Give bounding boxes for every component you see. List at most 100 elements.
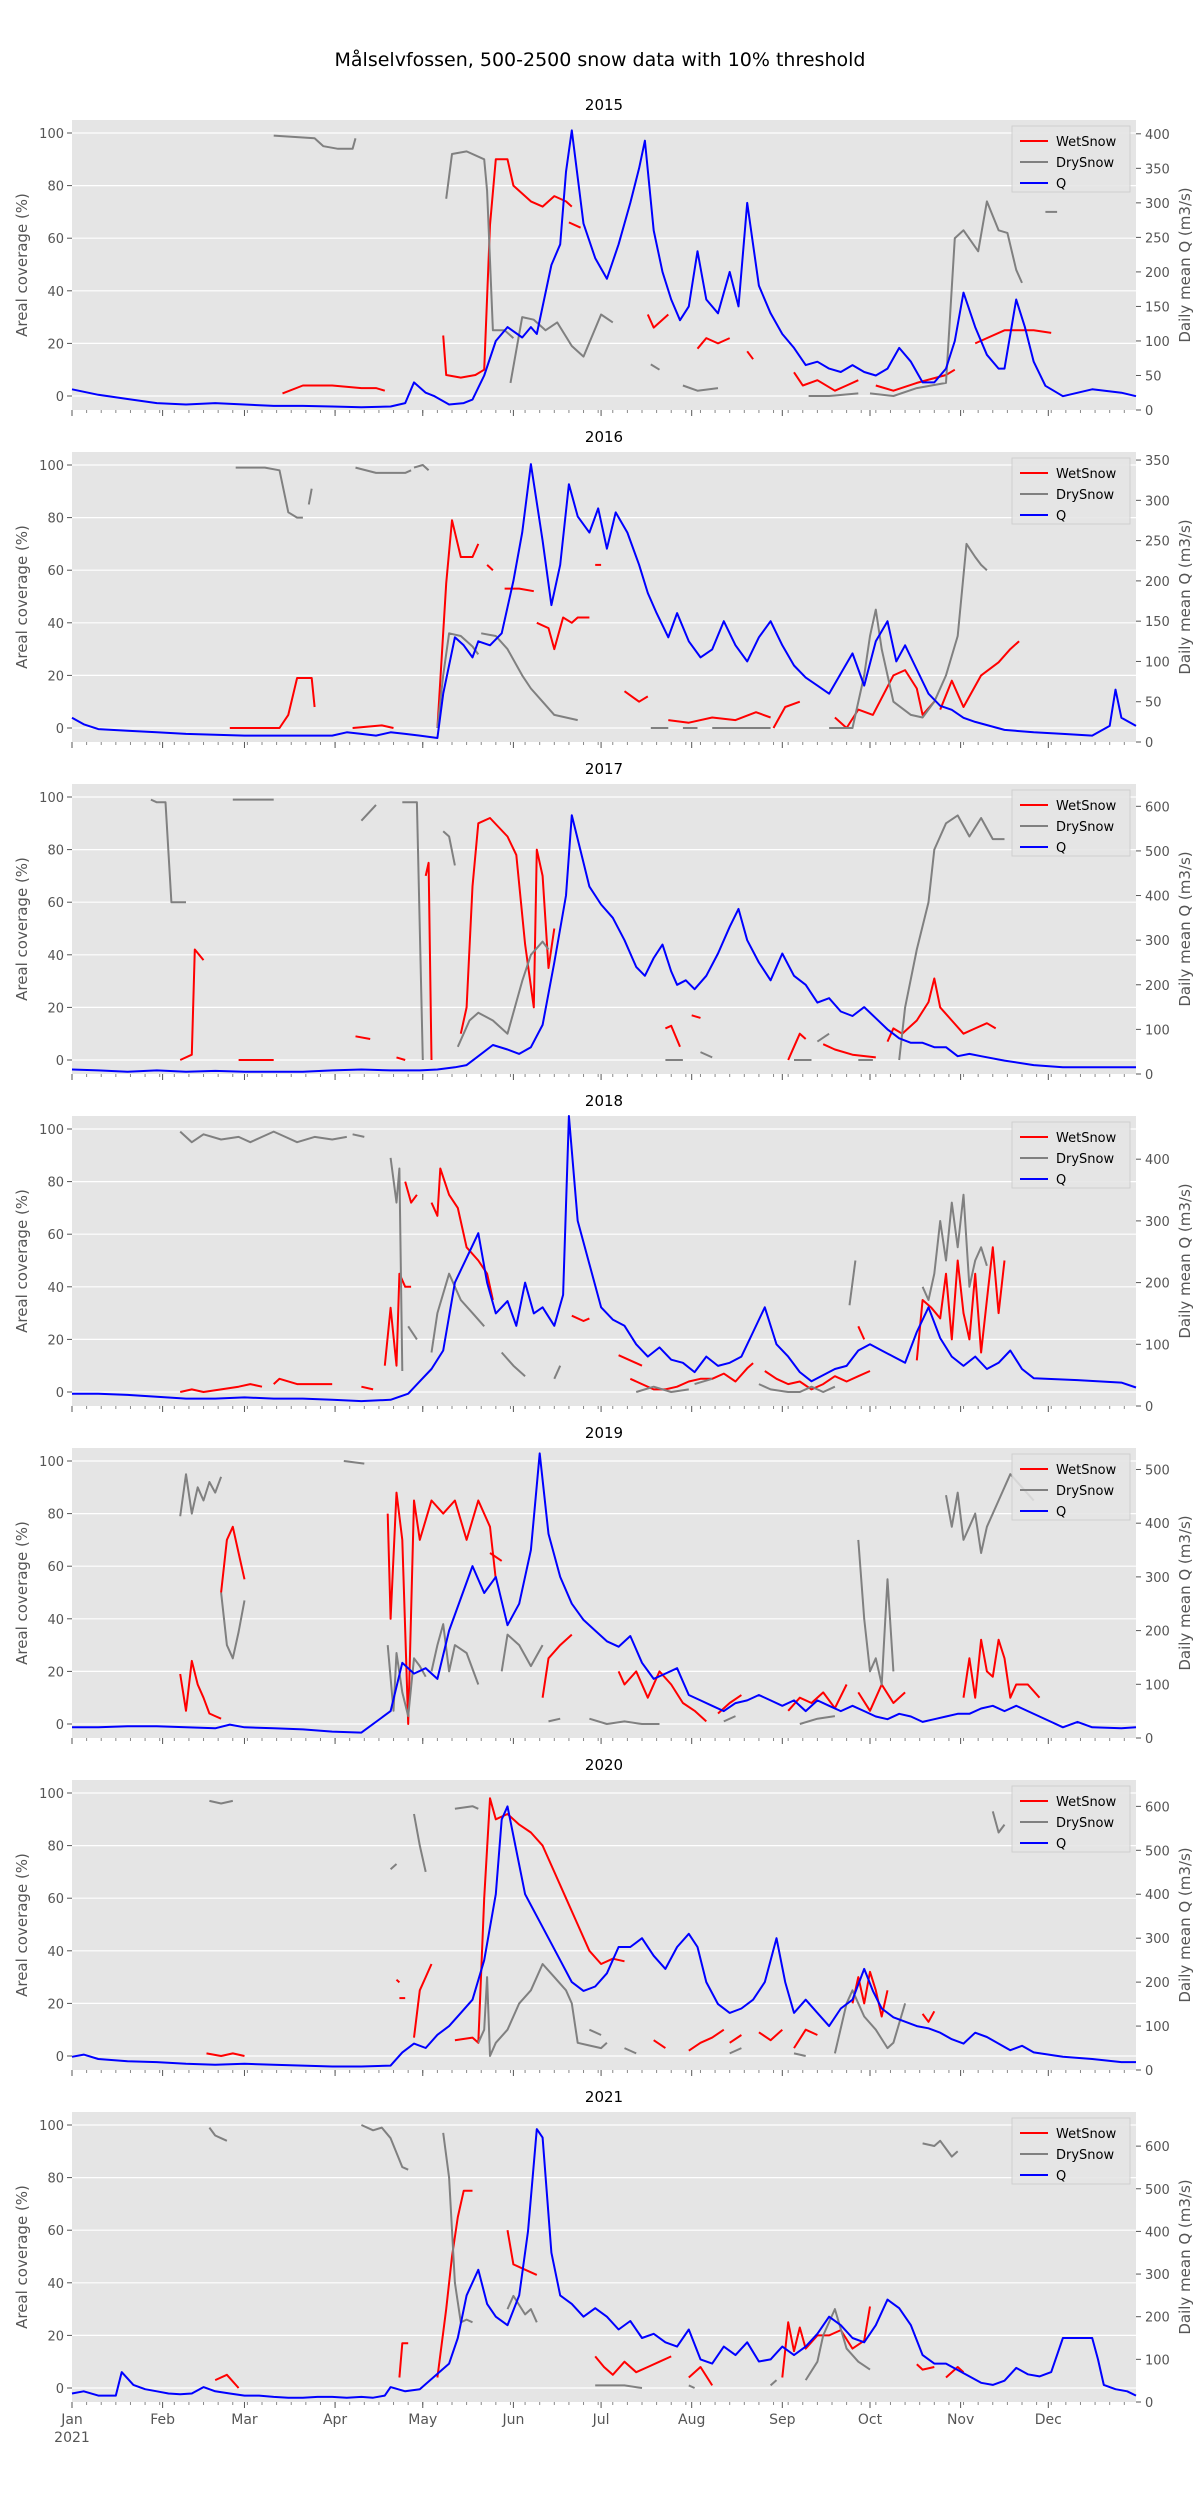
- series-drysnow-line: [179, 1130, 347, 1144]
- series-drysnow-line: [729, 2047, 742, 2055]
- panel-2015: 0 20 40 60 80 100 0 50 100 150 200 250 300 350 400 2015…: [13, 96, 1194, 419]
- series-drysnow-line: [220, 1592, 246, 1660]
- series-wetsnow-line: [214, 2373, 240, 2389]
- legend-box: [1011, 1121, 1131, 1189]
- right-tick-label: 200: [1145, 1277, 1170, 1292]
- month-label-aug: Aug: [678, 2412, 705, 2428]
- right-tick-label: 500: [1145, 1844, 1170, 1859]
- series-drysnow-line: [548, 1717, 561, 1723]
- series-drysnow-line: [650, 363, 661, 371]
- left-tick-label: 0: [56, 390, 64, 405]
- series-drysnow-line: [804, 2308, 871, 2381]
- series-wetsnow-line: [386, 1491, 497, 1725]
- series-wetsnow-line: [646, 313, 669, 329]
- series-wetsnow-line: [945, 2366, 965, 2379]
- left-tick-label: 0: [56, 1386, 64, 1401]
- legend-label-wetsnow: WetSnow: [1056, 1795, 1117, 1810]
- left-tick-label: 80: [47, 180, 64, 195]
- right-axis-label: Daily mean Q (m3/s): [1176, 519, 1194, 674]
- series-wetsnow-line: [781, 2306, 871, 2378]
- series-drysnow-line: [898, 814, 1005, 1061]
- right-tick-label: 150: [1145, 615, 1170, 630]
- series-drysnow-line: [273, 134, 357, 150]
- legend-label-drysnow: DrySnow: [1056, 488, 1114, 503]
- series-wetsnow-line: [179, 1383, 263, 1393]
- legend-label-drysnow: DrySnow: [1056, 1816, 1114, 1831]
- panel-title: 2019: [585, 1424, 623, 1442]
- month-label-jul: Jul: [592, 2412, 610, 2428]
- legend-box: [1011, 2117, 1131, 2185]
- series-drysnow-line: [407, 1325, 418, 1340]
- series-drysnow-line: [922, 2139, 959, 2158]
- legend-label-drysnow: DrySnow: [1056, 156, 1114, 171]
- series-drysnow-line: [816, 1032, 830, 1043]
- legend-label-q: Q: [1056, 841, 1066, 856]
- right-tick-label: 500: [1145, 2183, 1170, 2198]
- panel-background: [72, 784, 1136, 1074]
- series-wetsnow-line: [939, 640, 1020, 710]
- series-drysnow-line: [235, 466, 303, 519]
- series-drysnow-line: [343, 1460, 365, 1465]
- series-drysnow-line: [682, 384, 719, 392]
- series-drysnow-line: [442, 830, 456, 866]
- left-tick-label: 20: [47, 337, 64, 352]
- series-wetsnow-line: [875, 368, 956, 392]
- series-wetsnow-line: [729, 2034, 742, 2044]
- legend-label-wetsnow: WetSnow: [1056, 135, 1117, 150]
- series-drysnow-line: [589, 1717, 660, 1725]
- left-tick-label: 40: [47, 617, 64, 632]
- panel-background: [72, 120, 1136, 410]
- right-tick-label: 250: [1145, 535, 1170, 550]
- series-wetsnow-line: [688, 2028, 725, 2052]
- legend-box: [1011, 457, 1131, 525]
- series-wetsnow-line: [921, 2010, 936, 2023]
- series-wetsnow-line: [822, 1043, 876, 1059]
- panel-title: 2015: [585, 96, 623, 114]
- panel-background: [72, 1116, 1136, 1406]
- right-tick-label: 350: [1145, 162, 1170, 177]
- right-tick-label: 500: [1145, 1463, 1170, 1478]
- left-tick-label: 60: [47, 1892, 64, 1907]
- series-drysnow-line: [179, 1473, 223, 1517]
- series-drysnow-line: [456, 940, 550, 1048]
- left-tick-label: 80: [47, 1176, 64, 1191]
- left-tick-label: 40: [47, 949, 64, 964]
- legend-box: [1011, 125, 1131, 193]
- year-sublabel: 2021: [54, 2430, 90, 2446]
- left-tick-label: 80: [47, 1508, 64, 1523]
- left-tick-label: 60: [47, 1228, 64, 1243]
- left-tick-label: 40: [47, 1613, 64, 1628]
- series-wetsnow-line: [179, 1659, 222, 1720]
- month-label-apr: Apr: [323, 2412, 347, 2428]
- right-tick-label: 400: [1145, 1517, 1170, 1532]
- series-drysnow-line: [389, 1157, 404, 1372]
- series-wetsnow-line: [206, 2052, 245, 2057]
- right-tick-label: 0: [1145, 2396, 1153, 2411]
- month-label-may: May: [408, 2412, 437, 2428]
- series-wetsnow-line: [352, 724, 394, 729]
- series-drysnow-line: [360, 2124, 409, 2171]
- series-wetsnow-line: [355, 1035, 371, 1040]
- series-wetsnow-line: [506, 2230, 538, 2276]
- right-tick-label: 0: [1145, 404, 1153, 419]
- series-drysnow-line: [921, 1193, 988, 1301]
- legend-label-wetsnow: WetSnow: [1056, 1463, 1117, 1478]
- panel-background: [72, 452, 1136, 742]
- series-drysnow-line: [442, 2132, 473, 2324]
- month-label-nov: Nov: [947, 2412, 974, 2428]
- right-tick-label: 350: [1145, 454, 1170, 469]
- series-wetsnow-line: [696, 337, 731, 350]
- series-drysnow-line: [694, 1377, 713, 1386]
- series-wetsnow-line: [668, 711, 771, 724]
- right-tick-label: 200: [1145, 2311, 1170, 2326]
- left-tick-label: 0: [56, 1718, 64, 1733]
- series-drysnow-line: [500, 1633, 544, 1672]
- series-wetsnow-line: [623, 690, 649, 703]
- right-tick-label: 50: [1145, 696, 1162, 711]
- left-tick-label: 0: [56, 722, 64, 737]
- series-drysnow-line: [477, 1963, 608, 2057]
- right-tick-label: 400: [1145, 2225, 1170, 2240]
- left-tick-label: 80: [47, 2172, 64, 2187]
- series-drysnow-line: [799, 1715, 836, 1725]
- right-tick-label: 0: [1145, 1400, 1153, 1415]
